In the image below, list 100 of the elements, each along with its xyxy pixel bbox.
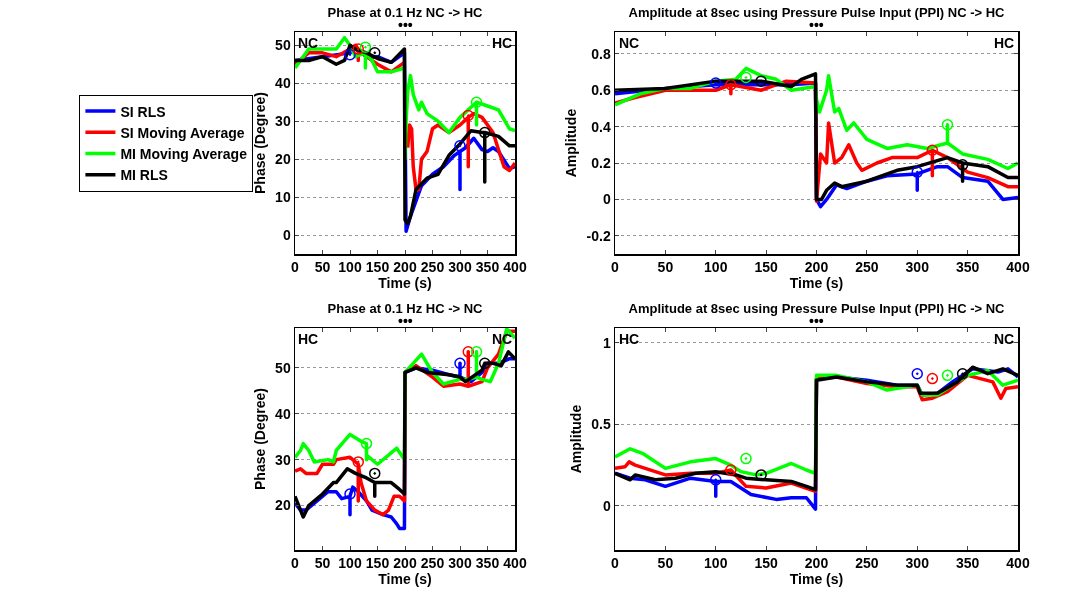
y-tick-label: 0.2 bbox=[591, 154, 611, 171]
x-tick-label: 350 bbox=[475, 259, 500, 276]
x-tick-label: 50 bbox=[314, 555, 331, 572]
x-tick-label: 200 bbox=[393, 555, 417, 572]
annotation: NC bbox=[298, 35, 319, 51]
y-tick-label: 40 bbox=[275, 75, 291, 92]
point bbox=[755, 75, 767, 87]
point bbox=[344, 488, 356, 500]
point bbox=[956, 367, 969, 380]
x-tick-label: 400 bbox=[1006, 259, 1030, 276]
x-tick-label: 300 bbox=[905, 259, 930, 276]
y-tick-label: 0 bbox=[602, 497, 611, 514]
point bbox=[725, 464, 737, 476]
x-axis-title: Time (s) bbox=[378, 275, 432, 292]
x-tick-label: 300 bbox=[448, 259, 472, 276]
x-tick-label: 250 bbox=[420, 555, 445, 572]
x-tick-label: 50 bbox=[657, 555, 674, 572]
point bbox=[740, 71, 752, 84]
legend-label: MI Moving Average bbox=[120, 145, 248, 162]
annotation: HC bbox=[298, 331, 319, 347]
point bbox=[725, 79, 737, 91]
y-tick-label: 30 bbox=[275, 113, 291, 130]
annotation: HC bbox=[492, 35, 513, 51]
point bbox=[479, 357, 491, 370]
legend-label: SI RLS bbox=[120, 103, 166, 120]
point bbox=[740, 452, 752, 465]
point bbox=[470, 96, 483, 108]
point bbox=[710, 474, 722, 486]
y-tick-label: 0 bbox=[602, 191, 611, 208]
y-tick-label: 0.8 bbox=[591, 45, 611, 62]
x-tick-label: 250 bbox=[855, 555, 879, 572]
y-tick-label: 10 bbox=[275, 188, 291, 205]
y-axis-title: Phase (Degree) bbox=[251, 388, 268, 490]
y-tick-label: 20 bbox=[275, 497, 291, 514]
annotation: HC bbox=[619, 331, 640, 347]
x-tick-label: 250 bbox=[420, 259, 445, 276]
x-tick-label: 200 bbox=[393, 259, 417, 276]
x-tick-label: 200 bbox=[804, 259, 829, 276]
x-axis-title: Time (s) bbox=[789, 275, 844, 292]
x-tick-label: 100 bbox=[338, 555, 362, 572]
legend-label: MI RLS bbox=[120, 167, 168, 184]
x-tick-label: 350 bbox=[955, 555, 980, 572]
y-tick-label: 0 bbox=[282, 226, 291, 243]
point bbox=[360, 437, 373, 450]
annotation: HC bbox=[994, 35, 1015, 51]
point bbox=[462, 346, 474, 358]
point bbox=[352, 456, 364, 468]
point bbox=[926, 372, 939, 385]
x-tick-label: 400 bbox=[503, 259, 527, 276]
x-tick-label: 50 bbox=[657, 259, 674, 276]
point bbox=[956, 159, 969, 171]
point bbox=[462, 109, 474, 122]
point bbox=[454, 140, 466, 152]
y-axis-title: Amplitude bbox=[563, 108, 580, 178]
point bbox=[369, 467, 381, 480]
x-tick-label: 150 bbox=[365, 555, 390, 572]
x-tick-label: 300 bbox=[448, 555, 472, 572]
point bbox=[454, 357, 466, 370]
x-tick-label: 100 bbox=[704, 259, 728, 276]
y-tick-label: 1 bbox=[602, 334, 611, 351]
x-axis-title: Time (s) bbox=[378, 571, 432, 588]
point bbox=[926, 144, 939, 157]
y-axis-title: Phase (Degree) bbox=[251, 92, 268, 194]
y-tick-label: 50 bbox=[275, 37, 291, 54]
y-axis-title: Amplitude bbox=[568, 404, 585, 474]
x-tick-label: 350 bbox=[955, 259, 980, 276]
x-tick-label: 150 bbox=[365, 259, 390, 276]
y-tick-label: 0.4 bbox=[591, 118, 611, 135]
point bbox=[941, 119, 954, 131]
x-tick-label: 100 bbox=[338, 259, 362, 276]
point bbox=[911, 166, 923, 178]
y-tick-label: 30 bbox=[275, 451, 291, 468]
point bbox=[710, 77, 722, 89]
x-tick-label: 150 bbox=[754, 555, 779, 572]
y-tick-label: 0.5 bbox=[591, 416, 611, 433]
point bbox=[911, 367, 923, 380]
legend-label: SI Moving Average bbox=[120, 124, 245, 141]
y-tick-label: -0.2 bbox=[586, 227, 611, 244]
x-tick-label: 100 bbox=[704, 555, 728, 572]
point bbox=[359, 41, 372, 53]
point bbox=[369, 47, 381, 59]
x-tick-label: 300 bbox=[905, 555, 930, 572]
point bbox=[470, 346, 483, 358]
x-tick-label: 250 bbox=[855, 259, 879, 276]
x-tick-label: 350 bbox=[475, 555, 500, 572]
point bbox=[344, 49, 356, 61]
x-axis-title: Time (s) bbox=[789, 571, 844, 588]
x-tick-label: 400 bbox=[1006, 555, 1030, 572]
annotation: NC bbox=[619, 35, 640, 51]
x-tick-label: 50 bbox=[314, 259, 331, 276]
y-tick-label: 20 bbox=[275, 151, 291, 168]
annotation: NC bbox=[994, 331, 1015, 347]
x-tick-label: 200 bbox=[804, 555, 829, 572]
y-tick-label: 40 bbox=[275, 405, 291, 422]
point bbox=[941, 369, 954, 382]
point bbox=[479, 126, 491, 139]
x-tick-label: 150 bbox=[754, 259, 779, 276]
y-tick-label: 50 bbox=[275, 359, 291, 376]
y-tick-label: 0.6 bbox=[591, 82, 611, 99]
x-tick-label: 400 bbox=[503, 555, 527, 572]
